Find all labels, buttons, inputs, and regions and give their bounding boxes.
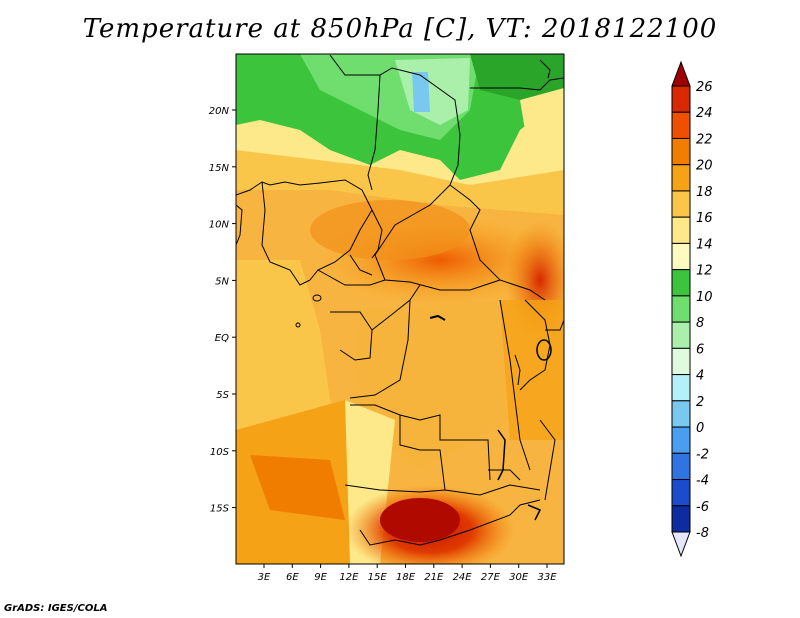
colorbar-label: 12 — [696, 264, 713, 279]
lon-label: 21E — [424, 572, 444, 583]
colorbar-swatch — [671, 85, 691, 113]
colorbar-label: -2 — [696, 447, 709, 462]
colorbar-swatch — [671, 321, 691, 349]
colorbar-label: 2 — [696, 395, 704, 410]
longitude-axis: 3E 6E 9E 12E 15E 18E 21E 24E 27E 30E 33E — [258, 564, 557, 583]
lon-label: 15E — [368, 572, 388, 583]
lon-label: 27E — [481, 572, 501, 583]
lat-label: 5S — [216, 390, 229, 401]
lon-label: 24E — [453, 572, 473, 583]
colorbar-swatch — [671, 505, 691, 533]
lon-label: 12E — [339, 572, 359, 583]
lat-label: 15S — [210, 504, 230, 515]
lat-label: 10S — [210, 447, 230, 458]
map-frame — [235, 53, 565, 565]
colorbar-label: 4 — [696, 369, 704, 384]
colorbar-swatch — [671, 111, 691, 139]
temperature-field — [236, 54, 564, 564]
colorbar-label: 6 — [696, 342, 704, 357]
colorbar-swatch — [671, 190, 691, 218]
lon-label: 33E — [537, 572, 557, 583]
country-borders — [236, 54, 564, 546]
colorbar-label: 10 — [696, 290, 713, 305]
colorbar-label: 18 — [696, 185, 713, 200]
lat-label: 5N — [215, 276, 229, 287]
colorbar-swatch — [671, 347, 691, 376]
colorbar-label: 22 — [696, 132, 713, 147]
colorbar-swatch — [671, 164, 691, 192]
colorbar-label: 20 — [696, 159, 713, 174]
colorbar-label: 0 — [696, 421, 704, 436]
colorbar-label: 8 — [696, 316, 704, 331]
colorbar-swatch — [671, 216, 691, 244]
colorbar-top-arrow — [671, 60, 691, 87]
colorbar-label: 26 — [696, 80, 713, 95]
lon-label: 3E — [258, 572, 271, 583]
colorbar-label: -6 — [696, 500, 709, 515]
colorbar-label: 24 — [696, 106, 713, 121]
lon-label: 30E — [509, 572, 529, 583]
lat-label: EQ — [215, 333, 229, 344]
lat-label: 15N — [209, 163, 230, 174]
colorbar-swatch — [671, 137, 691, 166]
lat-label: 10N — [209, 220, 230, 231]
lon-label: 9E — [314, 572, 327, 583]
lat-label: 20N — [209, 106, 230, 117]
colorbar-swatch — [671, 452, 691, 481]
colorbar-swatch — [671, 269, 691, 297]
credit-label: GrADS: IGES/COLA — [4, 603, 108, 614]
map-title: Temperature at 850hPa [C], VT: 201812210… — [82, 14, 718, 44]
colorbar-label: -4 — [696, 474, 709, 489]
colorbar-swatch — [671, 479, 691, 507]
colorbar-label: 14 — [696, 237, 713, 252]
colorbar-swatch — [671, 400, 691, 428]
colorbar-bottom-arrow — [671, 531, 691, 558]
colorbar-label: 16 — [696, 211, 713, 226]
lon-label: 6E — [286, 572, 299, 583]
latitude-axis: 20N 15N 10N 5N EQ 5S 10S 15S — [209, 106, 236, 515]
lon-label: 18E — [396, 572, 416, 583]
colorbar-swatch — [671, 242, 691, 271]
colorbar-swatch — [671, 374, 691, 402]
colorbar-swatch — [671, 426, 691, 454]
colorbar-label: -8 — [696, 526, 709, 541]
colorbar-swatch — [671, 295, 691, 323]
